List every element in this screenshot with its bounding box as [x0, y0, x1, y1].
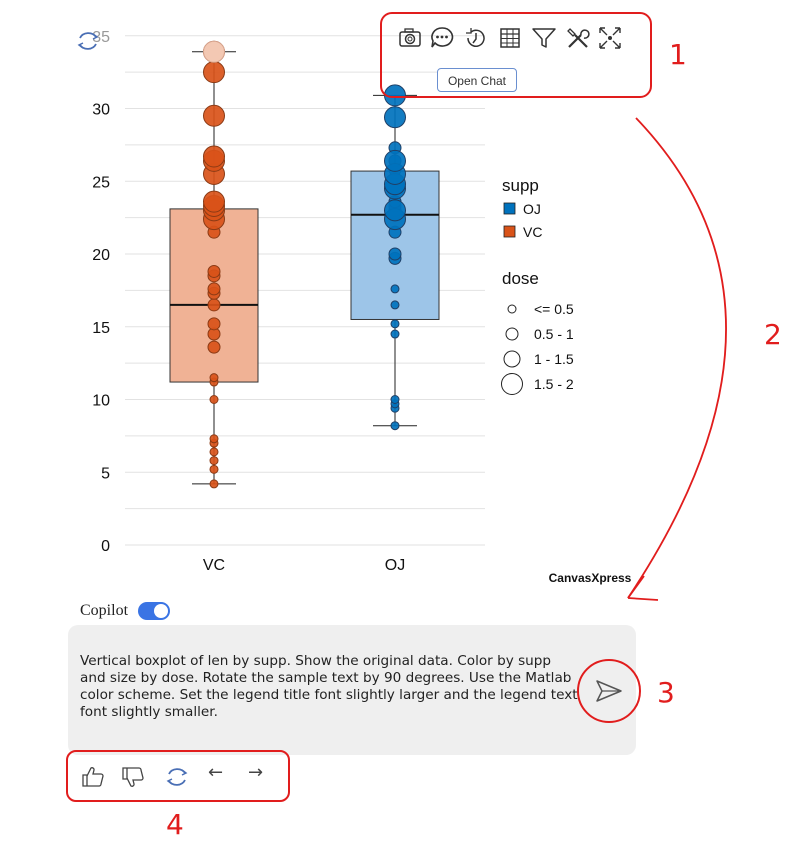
annotation-1: 1	[669, 38, 687, 71]
annotation-3: 3	[657, 676, 675, 709]
y-tick-label: 15	[92, 320, 110, 337]
data-point-OJ	[390, 284, 400, 294]
data-point-OJ	[390, 300, 400, 310]
refresh-icon	[77, 32, 99, 50]
data-point-VC	[207, 264, 221, 278]
open-chat-tooltip: Open Chat	[437, 68, 517, 92]
canvasxpress-brand: CanvasXpress	[549, 571, 632, 585]
annotation-4: 4	[166, 808, 184, 841]
regenerate-icon[interactable]	[164, 764, 190, 790]
data-point-OJ	[384, 106, 406, 129]
legend-title-supp: supp	[502, 176, 539, 195]
copilot-label: Copilot	[80, 602, 129, 619]
data-point-VC	[203, 61, 225, 84]
y-tick-label-top: 35	[92, 29, 110, 46]
legend-swatch-OJ	[503, 202, 516, 215]
fullscreen-icon[interactable]	[596, 24, 624, 52]
legend-size-marker	[507, 304, 517, 314]
copilot-toggle[interactable]	[138, 602, 171, 620]
y-tick-label: 25	[92, 174, 110, 191]
annotation-2: 2	[764, 318, 782, 351]
x-category-label: OJ	[385, 557, 405, 574]
feedback-bar: ← →	[66, 750, 290, 802]
copilot-row: Copilot	[80, 598, 171, 624]
data-point-VC	[209, 456, 219, 466]
thumbs-down-icon[interactable]	[120, 764, 146, 790]
data-point-VC	[209, 373, 219, 383]
table-icon[interactable]	[496, 24, 524, 52]
x-category-label: VC	[203, 557, 225, 574]
next-button[interactable]: →	[248, 762, 264, 783]
send-icon[interactable]	[594, 678, 624, 704]
boxplot-chart: 0 5 10 15 20 25 30 35 VC OJ supp OJ VC dose <= 0.5 0.5 …	[77, 29, 632, 585]
data-point-OJ	[388, 247, 402, 261]
chat-icon[interactable]	[428, 24, 456, 52]
data-point-VC	[207, 282, 221, 296]
legend-size-item: <= 0.5	[534, 301, 574, 317]
prompt-box[interactable]: Vertical boxplot of len by supp. Show th…	[68, 625, 636, 755]
data-point-VC	[203, 145, 225, 168]
legend-size-marker	[501, 373, 523, 395]
toggle-knob	[154, 604, 169, 618]
y-tick-label: 30	[92, 102, 110, 119]
data-point-VC	[203, 190, 225, 213]
send-highlight	[577, 659, 641, 723]
data-point-VC	[207, 298, 221, 312]
tools-icon[interactable]	[564, 24, 592, 52]
data-point-VC	[209, 447, 219, 457]
y-tick-label: 0	[101, 538, 110, 555]
legend-title-dose: dose	[502, 269, 539, 288]
history-icon[interactable]	[462, 24, 490, 52]
legend-size-item: 1 - 1.5	[534, 351, 574, 367]
chart-toolbar: Open Chat	[380, 12, 652, 98]
y-tick-label: 10	[92, 393, 110, 410]
data-point-VC	[207, 317, 221, 331]
legend-size-item: 0.5 - 1	[534, 326, 574, 342]
y-tick-label: 20	[92, 247, 110, 264]
data-point-VC	[209, 479, 219, 489]
data-point-VC	[207, 340, 221, 354]
legend-swatch-VC	[503, 225, 516, 238]
data-point-OJ	[384, 199, 406, 222]
legend-item-OJ: OJ	[523, 201, 541, 217]
data-point-VC-faded	[203, 40, 225, 63]
data-point-VC	[203, 104, 225, 127]
data-point-OJ	[390, 421, 400, 431]
y-tick-label: 5	[101, 465, 110, 482]
camera-icon[interactable]	[396, 24, 424, 52]
data-point-VC	[209, 464, 219, 474]
data-point-OJ	[390, 329, 400, 339]
filter-icon[interactable]	[530, 24, 558, 52]
data-point-OJ	[390, 319, 400, 329]
data-point-VC	[209, 434, 219, 444]
legend-size-item: 1.5 - 2	[534, 376, 574, 392]
legend-size-marker	[503, 350, 521, 368]
previous-button[interactable]: ←	[208, 762, 224, 783]
prompt-text[interactable]: Vertical boxplot of len by supp. Show th…	[80, 653, 578, 720]
data-point-OJ	[390, 395, 400, 404]
data-point-OJ	[384, 149, 406, 172]
annotation-arrow	[627, 117, 727, 601]
data-point-VC	[209, 395, 219, 404]
legend-item-VC: VC	[523, 224, 542, 240]
legend-size-marker	[505, 327, 519, 341]
thumbs-up-icon[interactable]	[80, 764, 106, 790]
